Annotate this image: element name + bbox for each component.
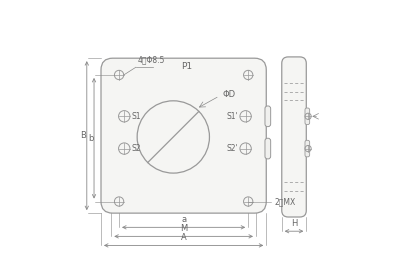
FancyBboxPatch shape	[281, 57, 305, 217]
FancyBboxPatch shape	[264, 106, 270, 127]
Text: S1': S1'	[226, 112, 237, 121]
Text: B: B	[80, 131, 86, 140]
Text: 2－MX: 2－MX	[273, 197, 294, 206]
Text: M: M	[179, 224, 187, 233]
FancyBboxPatch shape	[304, 108, 309, 124]
Text: a: a	[181, 215, 186, 224]
Text: 4－Φ8.5: 4－Φ8.5	[137, 56, 164, 65]
Text: S2': S2'	[226, 144, 237, 153]
FancyBboxPatch shape	[101, 58, 266, 213]
FancyBboxPatch shape	[304, 140, 309, 157]
FancyBboxPatch shape	[264, 138, 270, 159]
Text: S2: S2	[132, 144, 141, 153]
Text: ΦD: ΦD	[222, 90, 234, 99]
Text: H: H	[290, 219, 296, 228]
Text: S1: S1	[132, 112, 141, 121]
Text: A: A	[180, 233, 186, 242]
Text: P1: P1	[180, 62, 191, 70]
Text: b: b	[88, 134, 94, 143]
